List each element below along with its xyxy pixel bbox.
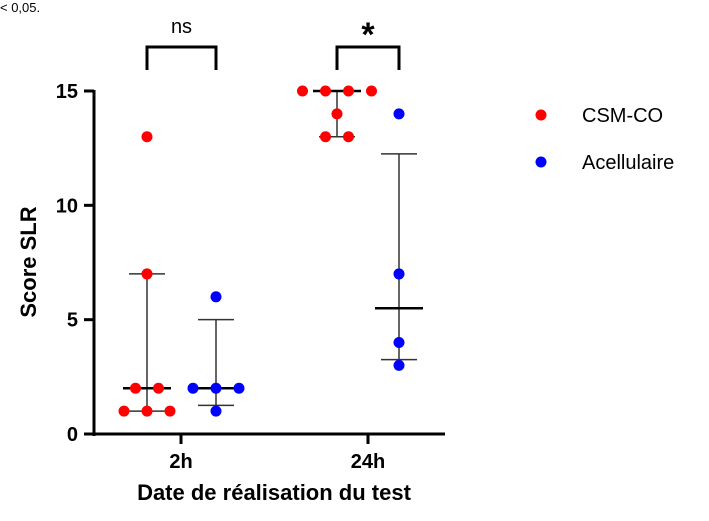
- data-point: [164, 405, 176, 417]
- legend-marker: [535, 109, 547, 121]
- significance-label: ns: [171, 16, 192, 38]
- data-point: [393, 359, 405, 371]
- data-point: [187, 382, 199, 394]
- median-lines: [123, 89, 423, 390]
- data-point: [130, 382, 141, 394]
- significance-label: *: [361, 16, 375, 54]
- data-points: [118, 85, 405, 417]
- data-point: [343, 131, 354, 143]
- data-point: [118, 405, 130, 417]
- data-point: [366, 85, 377, 97]
- data-point: [141, 131, 153, 143]
- x-ticks: 2h 24h: [169, 434, 385, 473]
- data-point: [393, 268, 405, 280]
- data-point: [210, 405, 222, 417]
- legend-label: CSM-CO: [582, 105, 663, 127]
- data-point: [297, 85, 308, 97]
- data-point: [141, 268, 153, 280]
- data-point: [331, 108, 343, 120]
- data-point: [343, 85, 354, 97]
- data-point: [393, 337, 405, 349]
- legend-label: Acellulaire: [582, 152, 674, 174]
- y-ticks: 0 5 10 15: [56, 81, 94, 446]
- data-point: [210, 291, 222, 303]
- y-tick-label: 5: [67, 310, 78, 332]
- data-point: [153, 382, 164, 394]
- legend-marker: [535, 156, 547, 168]
- x-tick-label: 24h: [351, 451, 385, 473]
- significance-bracket: [335, 45, 401, 70]
- error-bars: [129, 90, 417, 412]
- axes: [92, 90, 445, 436]
- data-point: [393, 108, 405, 120]
- top-note: < 0,05.: [0, 0, 40, 15]
- significance-brackets: ns *: [145, 16, 401, 70]
- y-axis-title: Score SLR: [16, 206, 41, 317]
- legend: CSM-CO Acellulaire: [535, 105, 674, 174]
- data-point: [141, 405, 153, 417]
- y-tick-label: 0: [67, 424, 78, 446]
- data-point: [233, 382, 245, 394]
- x-axis-title: Date de réalisation du test: [137, 480, 412, 505]
- significance-bracket: [145, 45, 218, 70]
- x-tick-label: 2h: [169, 451, 192, 473]
- data-point: [320, 131, 331, 143]
- data-point: [210, 382, 222, 394]
- data-point: [320, 85, 331, 97]
- y-tick-label: 10: [56, 195, 78, 217]
- y-tick-label: 15: [56, 81, 78, 103]
